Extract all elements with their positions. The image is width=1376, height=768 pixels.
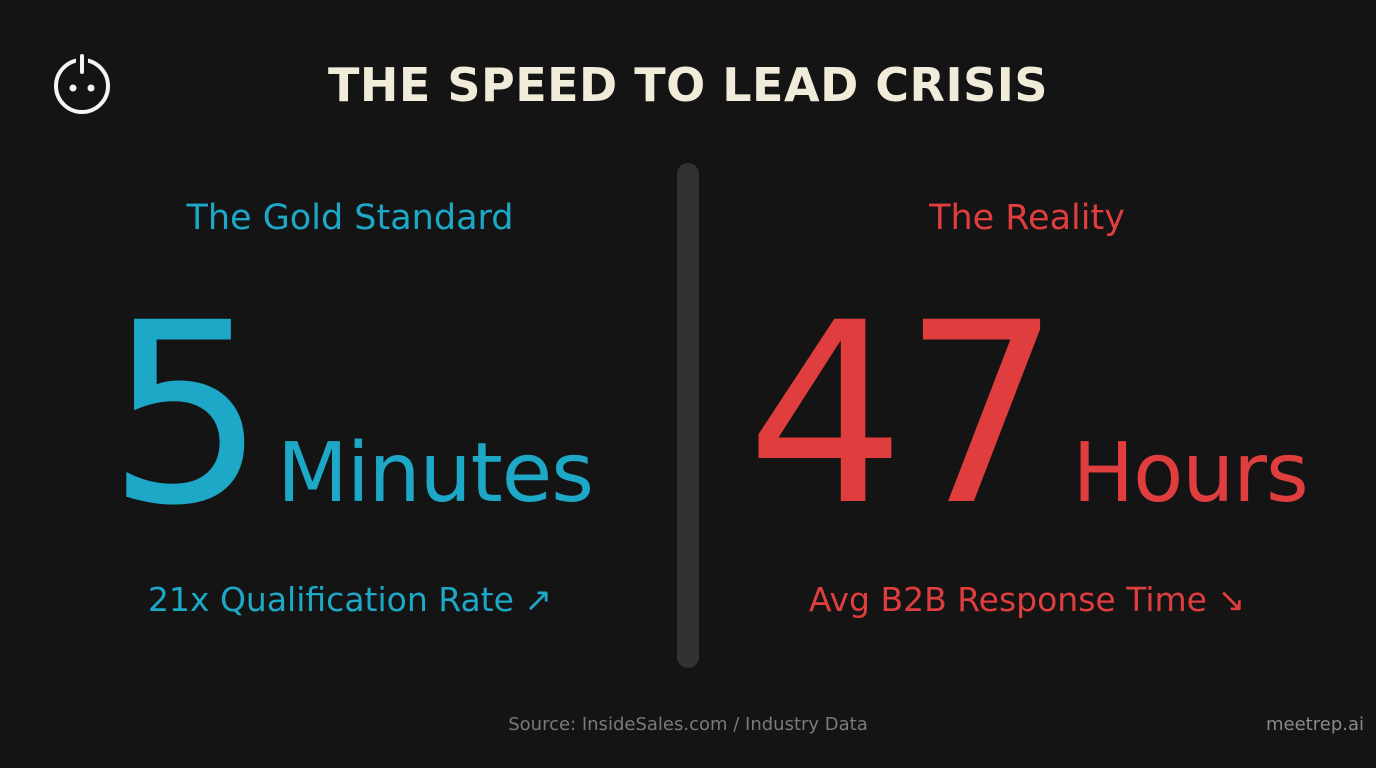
panel: The Reality 47 Hours Avg B2B Response Ti… [717, 0, 1337, 768]
stat-unit: Hours [1072, 426, 1308, 521]
title: THE SPEED TO LEAD CRISIS [328, 58, 1048, 112]
stat-unit: Minutes [277, 426, 594, 521]
panel-heading: The Reality [929, 198, 1125, 238]
source-note: Source: InsideSales.com / Industry Data [508, 714, 868, 735]
stat-number: 5 [107, 269, 266, 560]
stat: 5 Minutes [40, 290, 660, 540]
logo-icon [54, 54, 110, 114]
brand: meetrep.ai [1266, 714, 1364, 735]
panel-heading: The Gold Standard [186, 198, 514, 238]
stat: 47 Hours [717, 290, 1337, 540]
stat-number: 47 [746, 269, 1061, 560]
panel: The Gold Standard 5 Minutes 21x Qualific… [40, 0, 660, 768]
panel-caption: Avg B2B Response Time ↘ [808, 580, 1246, 619]
divider [677, 163, 699, 668]
panel-caption: 21x Qualification Rate ↗ [147, 580, 553, 619]
